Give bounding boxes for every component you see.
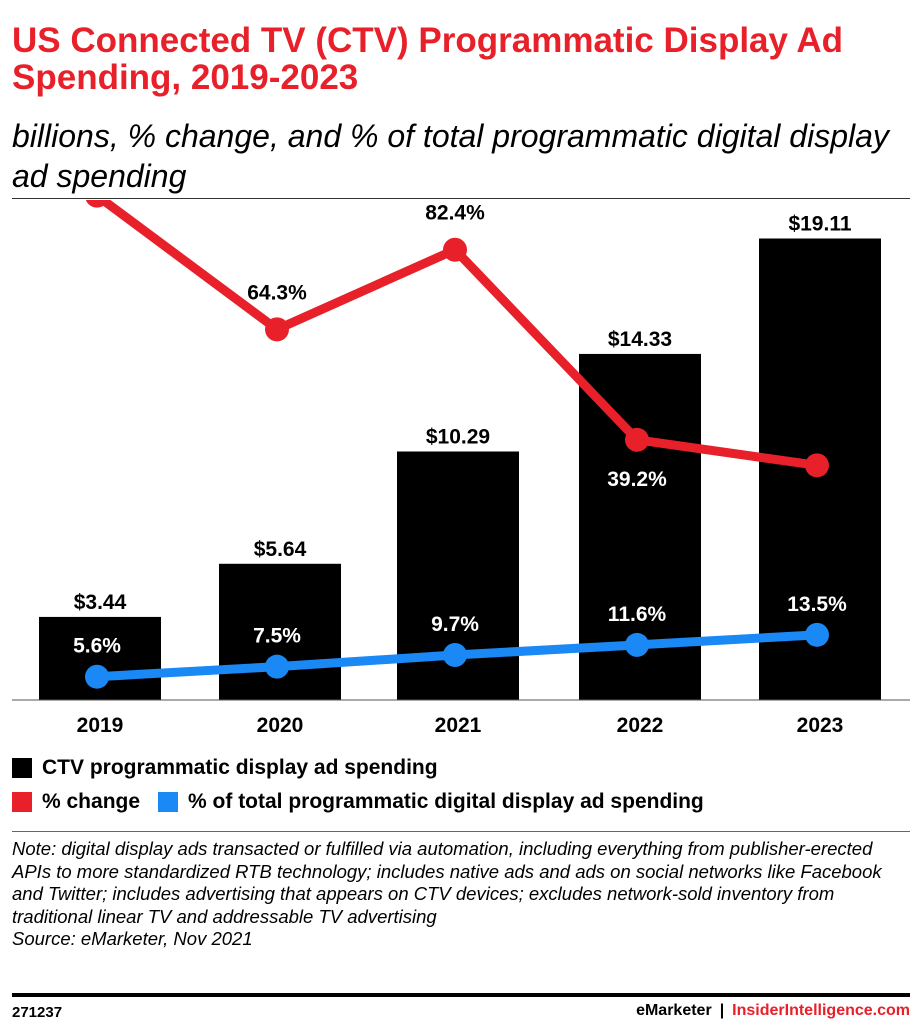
chart-subtitle: billions, % change, and % of total progr…	[12, 118, 889, 194]
note-divider	[12, 831, 910, 832]
legend-label-change: % change	[42, 790, 141, 813]
x-tick-2022: 2022	[617, 714, 664, 737]
share-label-2022: 11.6%	[608, 603, 667, 626]
share-label-2023: 13.5%	[787, 593, 847, 616]
note-text: Note: digital display ads transacted or …	[12, 838, 882, 927]
share-point-2022	[625, 632, 649, 657]
change-point-2023	[805, 453, 829, 478]
change-label-2023: 33.4%	[787, 417, 847, 440]
brand-insider-intelligence: InsiderIntelligence.com	[732, 1002, 910, 1019]
combo-chart: $3.44 $5.64 $10.29 $14.33 $19.11 2019 2020 202…	[12, 200, 910, 737]
bar-label-2019: $3.44	[74, 591, 127, 614]
share-point-2020	[265, 654, 289, 679]
x-tick-2020: 2020	[257, 714, 304, 737]
share-label-2021: 9.7%	[431, 613, 479, 636]
legend-swatch-change	[12, 792, 32, 812]
x-tick-2023: 2023	[797, 714, 844, 737]
legend-label-share: % of total programmatic digital display …	[188, 790, 704, 813]
bar-label-2023: $19.11	[788, 212, 851, 235]
change-point-2020	[265, 317, 289, 342]
change-label-2020: 64.3%	[247, 281, 307, 304]
change-label-2021: 82.4%	[425, 202, 485, 225]
legend-item-bar: CTV programmatic display ad spending	[12, 756, 438, 780]
share-point-2023	[805, 622, 829, 647]
share-label-2020: 7.5%	[253, 625, 301, 648]
legend-row-1: CTV programmatic display ad spending	[12, 756, 456, 780]
top-divider	[12, 198, 910, 199]
bar-label-2020: $5.64	[254, 538, 307, 561]
bar-label-2021: $10.29	[426, 425, 490, 448]
legend-label-bar: CTV programmatic display ad spending	[42, 756, 438, 779]
share-point-2021	[443, 642, 467, 667]
legend-row-2: % change % of total programmatic digital…	[12, 790, 722, 814]
source-text: Source: eMarketer, Nov 2021	[12, 928, 253, 949]
change-point-2019	[85, 200, 109, 208]
chart-title: US Connected TV (CTV) Programmatic Displ…	[12, 21, 844, 97]
legend-item-change: % change	[12, 790, 140, 814]
bar-label-2022: $14.33	[608, 328, 672, 351]
footer-divider	[12, 993, 910, 997]
change-point-2021	[443, 237, 467, 262]
legend-swatch-share	[158, 792, 179, 812]
share-label-2019: 5.6%	[73, 635, 121, 658]
chart-id: 271237	[12, 1004, 63, 1021]
brand-separator: |	[719, 1002, 725, 1019]
x-tick-2021: 2021	[435, 714, 482, 737]
footer-brand: eMarketer | InsiderIntelligence.com	[636, 1002, 910, 1020]
x-tick-2019: 2019	[77, 714, 124, 737]
change-label-2022: 39.2%	[607, 468, 667, 491]
footnote: Note: digital display ads transacted or …	[12, 838, 910, 951]
share-point-2019	[85, 664, 109, 689]
legend-item-share: % of total programmatic digital display …	[158, 790, 704, 814]
legend-swatch-bar	[12, 758, 32, 778]
change-point-2022	[625, 427, 649, 452]
brand-emarketer: eMarketer	[636, 1002, 712, 1019]
